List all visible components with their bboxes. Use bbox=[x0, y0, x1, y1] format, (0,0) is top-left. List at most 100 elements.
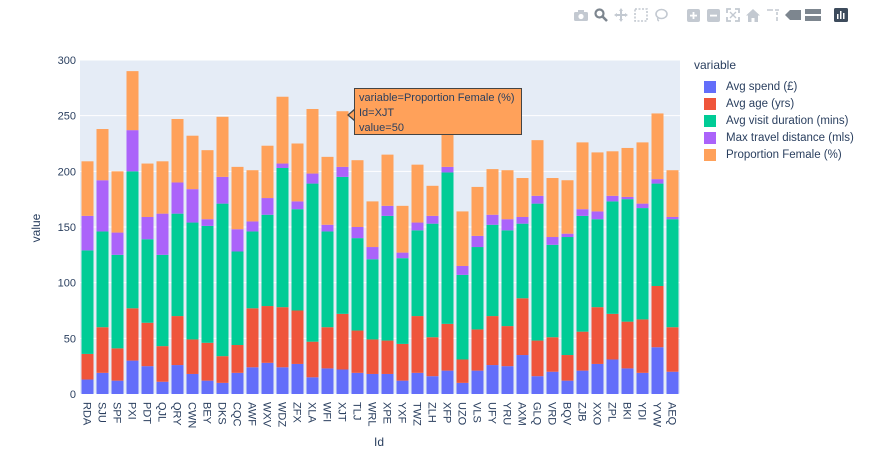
bar-TWZ-series-1[interactable] bbox=[411, 316, 424, 373]
bar-BEY-series-0[interactable] bbox=[201, 380, 214, 394]
bar-GLQ-series-3[interactable] bbox=[531, 195, 544, 204]
bar-YVW-series-4[interactable] bbox=[651, 113, 664, 180]
bar-PXI-series-2[interactable] bbox=[126, 171, 139, 309]
bar-XXO-series-3[interactable] bbox=[591, 211, 604, 220]
bar-XXO-series-0[interactable] bbox=[591, 363, 604, 394]
bar-WRL-series-0[interactable] bbox=[366, 373, 379, 394]
bar-CWN-series-2[interactable] bbox=[186, 222, 199, 340]
bar-YDI-series-1[interactable] bbox=[636, 319, 649, 373]
legend-item[interactable]: Proportion Female (%) bbox=[694, 146, 854, 163]
bar-ZLH-series-2[interactable] bbox=[426, 223, 439, 338]
bar-AEQ-series-2[interactable] bbox=[666, 219, 679, 328]
bar-XLA-series-1[interactable] bbox=[306, 341, 319, 378]
home-icon[interactable] bbox=[744, 6, 762, 24]
bar-XJT-series-4[interactable] bbox=[336, 111, 349, 167]
bar-ZLH-series-1[interactable] bbox=[426, 337, 439, 377]
bar-DKS-series-4[interactable] bbox=[216, 116, 229, 177]
bar-ZPL-series-1[interactable] bbox=[606, 313, 619, 360]
bar-UFY-series-1[interactable] bbox=[486, 316, 499, 366]
bar-YRU-series-1[interactable] bbox=[501, 326, 514, 367]
bar-PDT-series-3[interactable] bbox=[141, 216, 154, 240]
bar-BKI-series-2[interactable] bbox=[621, 199, 634, 322]
bar-WXV-series-0[interactable] bbox=[261, 362, 274, 394]
bar-AEQ-series-0[interactable] bbox=[666, 371, 679, 394]
bar-ZJB-series-0[interactable] bbox=[576, 370, 589, 394]
bar-TWZ-series-0[interactable] bbox=[411, 372, 424, 394]
bar-WDZ-series-4[interactable] bbox=[276, 96, 289, 164]
bar-TLJ-series-3[interactable] bbox=[351, 227, 364, 239]
bar-GLQ-series-2[interactable] bbox=[531, 203, 544, 341]
bar-AWF-series-2[interactable] bbox=[246, 231, 259, 309]
bar-BEY-series-4[interactable] bbox=[201, 150, 214, 220]
bar-XPE-series-4[interactable] bbox=[381, 154, 394, 206]
bar-VLS-series-3[interactable] bbox=[471, 235, 484, 248]
bar-VLS-series-0[interactable] bbox=[471, 370, 484, 394]
bar-QJL-series-0[interactable] bbox=[156, 381, 169, 394]
bar-YVW-series-3[interactable] bbox=[651, 179, 664, 184]
bar-XJT-series-3[interactable] bbox=[336, 166, 349, 177]
bar-XPE-series-2[interactable] bbox=[381, 215, 394, 341]
bar-YRU-series-4[interactable] bbox=[501, 170, 514, 220]
bar-AEQ-series-3[interactable] bbox=[666, 216, 679, 220]
bar-BQV-series-4[interactable] bbox=[561, 180, 574, 234]
bar-YXF-series-3[interactable] bbox=[396, 252, 409, 259]
bar-ZFX-series-1[interactable] bbox=[291, 310, 304, 364]
bar-YVW-series-1[interactable] bbox=[651, 286, 664, 348]
zoom-in-icon[interactable] bbox=[684, 6, 702, 24]
bar-WDZ-series-1[interactable] bbox=[276, 307, 289, 368]
bar-XFP-series-1[interactable] bbox=[441, 323, 454, 371]
bar-WXV-series-1[interactable] bbox=[261, 306, 274, 363]
pan-icon[interactable] bbox=[612, 6, 630, 24]
bar-YRU-series-0[interactable] bbox=[501, 366, 514, 394]
zoom-out-icon[interactable] bbox=[704, 6, 722, 24]
bar-BQV-series-2[interactable] bbox=[561, 237, 574, 356]
bar-QRY-series-4[interactable] bbox=[171, 119, 184, 183]
bar-TWZ-series-3[interactable] bbox=[411, 222, 424, 231]
bar-CWN-series-4[interactable] bbox=[186, 135, 199, 190]
bar-WDZ-series-3[interactable] bbox=[276, 163, 289, 168]
bar-DKS-series-0[interactable] bbox=[216, 382, 229, 394]
legend-item[interactable]: Max travel distance (mls) bbox=[694, 129, 854, 146]
bar-RDA-series-1[interactable] bbox=[81, 353, 94, 380]
bar-BKI-series-3[interactable] bbox=[621, 196, 634, 200]
bar-UFY-series-3[interactable] bbox=[486, 214, 499, 225]
bar-VRD-series-1[interactable] bbox=[546, 337, 559, 372]
bar-WFI-series-4[interactable] bbox=[321, 156, 334, 225]
bar-QRY-series-1[interactable] bbox=[171, 316, 184, 366]
bar-UFY-series-0[interactable] bbox=[486, 365, 499, 394]
bar-VRD-series-3[interactable] bbox=[546, 237, 559, 245]
bar-PXI-series-4[interactable] bbox=[126, 71, 139, 131]
bar-XPE-series-3[interactable] bbox=[381, 205, 394, 216]
bar-VRD-series-4[interactable] bbox=[546, 178, 559, 238]
bar-XJT-series-0[interactable] bbox=[336, 369, 349, 394]
bar-WXV-series-3[interactable] bbox=[261, 198, 274, 215]
bar-BKI-series-1[interactable] bbox=[621, 321, 634, 369]
autoscale-icon[interactable] bbox=[724, 6, 742, 24]
bar-PDT-series-2[interactable] bbox=[141, 239, 154, 323]
bar-ZFX-series-3[interactable] bbox=[291, 201, 304, 210]
bar-PDT-series-4[interactable] bbox=[141, 163, 154, 217]
bar-VLS-series-4[interactable] bbox=[471, 186, 484, 236]
bar-YXF-series-0[interactable] bbox=[396, 380, 409, 394]
bar-CQC-series-4[interactable] bbox=[231, 166, 244, 230]
legend-item[interactable]: Avg visit duration (mins) bbox=[694, 112, 854, 129]
bar-WRL-series-2[interactable] bbox=[366, 259, 379, 340]
bar-AXM-series-4[interactable] bbox=[516, 178, 529, 217]
bar-RDA-series-4[interactable] bbox=[81, 161, 94, 216]
bar-GLQ-series-0[interactable] bbox=[531, 376, 544, 394]
bar-SJU-series-0[interactable] bbox=[96, 372, 109, 394]
bar-SJU-series-2[interactable] bbox=[96, 231, 109, 328]
bar-CWN-series-0[interactable] bbox=[186, 373, 199, 394]
bar-XPE-series-0[interactable] bbox=[381, 373, 394, 394]
bar-AEQ-series-1[interactable] bbox=[666, 327, 679, 372]
bar-SJU-series-3[interactable] bbox=[96, 180, 109, 232]
bar-UFY-series-2[interactable] bbox=[486, 224, 499, 317]
bar-QRY-series-2[interactable] bbox=[171, 213, 184, 317]
bar-WRL-series-1[interactable] bbox=[366, 339, 379, 374]
bar-BKI-series-0[interactable] bbox=[621, 368, 634, 394]
bar-CWN-series-3[interactable] bbox=[186, 189, 199, 223]
bar-BEY-series-2[interactable] bbox=[201, 225, 214, 343]
bar-AXM-series-2[interactable] bbox=[516, 223, 529, 299]
bar-WXV-series-2[interactable] bbox=[261, 214, 274, 307]
bar-WRL-series-3[interactable] bbox=[366, 247, 379, 260]
